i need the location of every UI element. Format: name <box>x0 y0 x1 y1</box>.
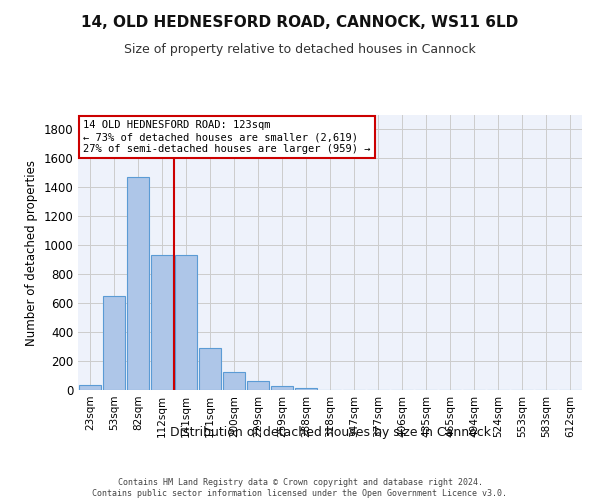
Text: Size of property relative to detached houses in Cannock: Size of property relative to detached ho… <box>124 42 476 56</box>
Bar <box>271 386 293 390</box>
Text: Contains HM Land Registry data © Crown copyright and database right 2024.
Contai: Contains HM Land Registry data © Crown c… <box>92 478 508 498</box>
Y-axis label: Number of detached properties: Number of detached properties <box>25 160 38 346</box>
Text: Distribution of detached houses by size in Cannock: Distribution of detached houses by size … <box>170 426 491 439</box>
Text: 14, OLD HEDNESFORD ROAD, CANNOCK, WS11 6LD: 14, OLD HEDNESFORD ROAD, CANNOCK, WS11 6… <box>82 15 518 30</box>
Bar <box>103 296 125 390</box>
Bar <box>247 380 269 390</box>
Bar <box>79 385 101 390</box>
Bar <box>295 388 317 390</box>
Bar <box>223 372 245 390</box>
Bar <box>151 254 173 390</box>
Bar <box>127 177 149 390</box>
Bar <box>199 348 221 390</box>
Bar <box>175 254 197 390</box>
Text: 14 OLD HEDNESFORD ROAD: 123sqm
← 73% of detached houses are smaller (2,619)
27% : 14 OLD HEDNESFORD ROAD: 123sqm ← 73% of … <box>83 120 371 154</box>
